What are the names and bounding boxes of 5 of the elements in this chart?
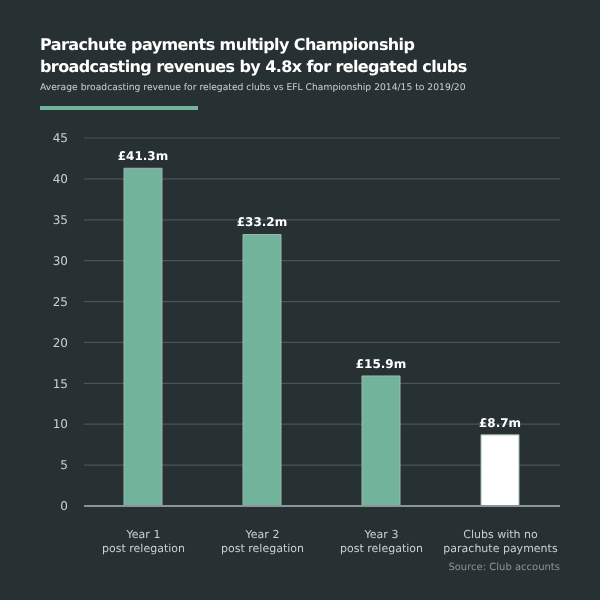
bar <box>123 167 163 506</box>
bar <box>480 434 520 506</box>
bar <box>361 375 401 506</box>
bar <box>242 234 282 506</box>
chart-title: Parachute payments multiply Championship broadcasting revenues by 4.8x for relegated clubs <box>40 34 469 78</box>
